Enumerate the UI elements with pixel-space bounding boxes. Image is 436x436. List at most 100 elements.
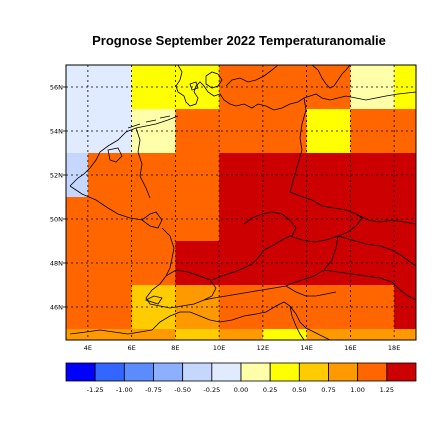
legend-label: 0.00 <box>234 386 248 394</box>
border-cz-pl <box>289 191 357 215</box>
baltic-coast <box>235 91 416 111</box>
legend-label: -1.00 <box>116 386 133 394</box>
border-hu-sk <box>337 235 416 267</box>
border-lux <box>141 211 163 229</box>
legend-swatch <box>123 362 154 382</box>
map-frame <box>65 64 417 341</box>
legend-labels: -1.25 -1.00 -0.75 -0.50 -0.25 0.00 0.25 0.50 0.7… <box>87 386 394 394</box>
grid-cell <box>87 241 133 286</box>
grid-cell <box>394 329 416 340</box>
lat-label: 54N <box>50 128 63 136</box>
lon-label: 16E <box>344 344 356 352</box>
grid-cell <box>87 197 133 242</box>
grid-cell <box>131 109 176 154</box>
legend-label: -0.25 <box>203 386 220 394</box>
lat-label: 50N <box>50 216 63 224</box>
lat-label: 46N <box>50 304 63 312</box>
legend-swatch <box>328 362 359 382</box>
grid-cell <box>306 285 351 330</box>
lon-label: 4E <box>84 344 92 352</box>
legend-swatch <box>94 362 125 382</box>
border-de-pl <box>289 97 307 193</box>
ijsselmeer <box>107 147 123 163</box>
grid-cell <box>394 285 416 330</box>
legend-label: 0.50 <box>292 386 306 394</box>
legend-label: 0.25 <box>263 386 277 394</box>
frisian-islands <box>127 115 171 129</box>
grid-cell <box>394 197 416 242</box>
grid-cell <box>350 329 395 340</box>
longitude-labels: 4E 6E 8E 10E 12E 14E 16E 18E <box>84 344 401 352</box>
border-nl-de <box>135 127 151 199</box>
legend-label: -0.75 <box>145 386 162 394</box>
grid-cell <box>262 241 308 286</box>
legend-label: 0.75 <box>321 386 335 394</box>
lat-label: 56N <box>50 84 63 92</box>
lon-label: 6E <box>128 344 136 352</box>
grid-cell <box>175 329 220 340</box>
sweden-south-coast <box>225 65 279 87</box>
italy-coast <box>151 301 305 340</box>
funen-coast <box>189 81 199 91</box>
grid-cell <box>131 241 176 286</box>
grid-cell <box>306 197 351 242</box>
grid-cell <box>394 65 416 110</box>
border-at-it <box>203 285 287 301</box>
legend-swatch <box>182 362 213 382</box>
grid-cell <box>306 109 351 154</box>
legend-swatch <box>240 362 271 382</box>
map-title: Prognose September 2022 Temperaturanomal… <box>92 33 386 48</box>
grid-cell <box>262 329 308 340</box>
legend-swatch <box>65 362 96 382</box>
grid-cell <box>87 65 133 110</box>
border-be-fr <box>69 185 151 221</box>
grid-cell <box>87 109 133 154</box>
legend-label: -0.50 <box>174 386 191 394</box>
border-switzerland <box>145 269 217 309</box>
lat-label: 52N <box>50 172 63 180</box>
legend-swatch <box>211 362 242 382</box>
coastlines-and-borders <box>69 65 416 340</box>
grid-cell <box>262 65 308 110</box>
lat-label: 48N <box>50 260 63 268</box>
grid-cell <box>306 153 351 198</box>
lon-label: 8E <box>171 344 179 352</box>
legend-swatch <box>357 362 388 382</box>
grid-cell <box>394 241 416 286</box>
grid-cell <box>219 329 264 340</box>
color-legend <box>65 362 417 382</box>
legend-swatch <box>298 362 329 382</box>
lon-label: 18E <box>388 344 400 352</box>
graticule <box>66 65 416 340</box>
grid-cell <box>262 153 308 198</box>
legend-swatch <box>153 362 184 382</box>
legend-label: -1.25 <box>87 386 104 394</box>
zealand-coast <box>205 71 223 89</box>
grid-cell <box>394 109 416 154</box>
france-med-coast <box>69 329 153 335</box>
grid-cell <box>306 241 351 286</box>
grid-cell <box>131 153 176 198</box>
legend-swatch <box>386 362 417 382</box>
grid-cell <box>306 329 351 340</box>
croatia-coast <box>289 305 331 340</box>
grid-cell <box>131 329 176 340</box>
legend-label: 1.25 <box>380 386 394 394</box>
grid-cell <box>131 65 176 110</box>
lon-label: 10E <box>213 344 225 352</box>
grid-cell <box>66 329 89 340</box>
border-fr-de <box>161 227 175 277</box>
border-si-hr <box>285 285 337 297</box>
grid-cell <box>262 109 308 154</box>
grid-cell <box>87 285 133 330</box>
benelux-coast <box>69 115 179 187</box>
legend-swatch <box>269 362 300 382</box>
grid-cell <box>131 285 176 330</box>
grid-cell <box>87 329 133 340</box>
latitude-labels: 56N 54N 52N 50N 48N 46N <box>50 84 66 312</box>
lake-geneva <box>144 295 163 305</box>
border-de-at <box>211 235 291 281</box>
border-at-hu <box>285 235 339 287</box>
border-hu-south <box>323 269 416 301</box>
